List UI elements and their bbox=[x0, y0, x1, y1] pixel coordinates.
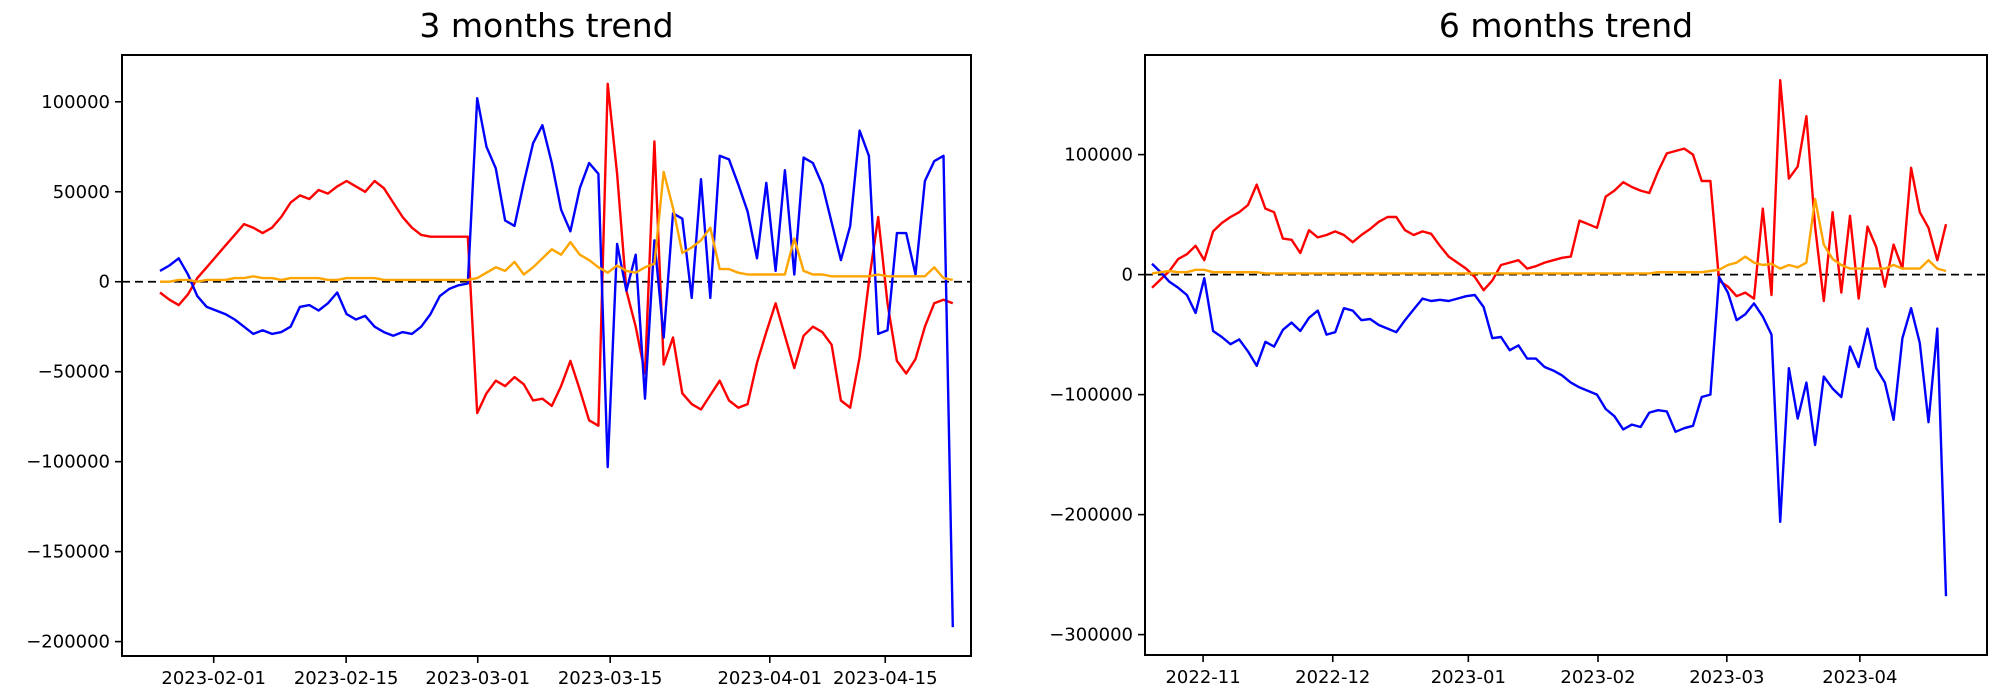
x-tick-label: 2023-03-15 bbox=[558, 668, 663, 689]
y-tick-label: −300000 bbox=[1049, 625, 1133, 646]
y-tick-label: −200000 bbox=[26, 632, 110, 653]
series-blue-line bbox=[159, 96, 954, 628]
chart-title-3-months: 3 months trend bbox=[419, 6, 674, 45]
y-tick-label: −150000 bbox=[26, 542, 110, 563]
x-tick-label: 2023-02 bbox=[1560, 667, 1635, 688]
x-tick-label: 2022-11 bbox=[1165, 667, 1240, 688]
x-tick-label: 2022-12 bbox=[1295, 667, 1370, 688]
y-tick-label: −50000 bbox=[38, 362, 110, 383]
series-orange-line bbox=[160, 170, 954, 283]
series-blue-line bbox=[1151, 262, 1948, 597]
y-tick-label: −100000 bbox=[26, 452, 110, 473]
series-orange-line bbox=[1151, 197, 1947, 275]
x-tick-label: 2023-02-15 bbox=[294, 668, 399, 689]
x-tick-label: 2023-03 bbox=[1689, 667, 1764, 688]
y-tick-label: −100000 bbox=[1049, 385, 1133, 406]
series-red-line bbox=[1151, 78, 1948, 303]
y-tick-label: 100000 bbox=[41, 92, 110, 113]
x-tick-label: 2023-01 bbox=[1431, 667, 1506, 688]
y-tick-label: 0 bbox=[99, 272, 110, 293]
y-tick-label: 100000 bbox=[1064, 145, 1133, 166]
x-tick-label: 2023-03-01 bbox=[425, 668, 530, 689]
x-tick-label: 2023-02-01 bbox=[161, 668, 266, 689]
y-tick-label: 0 bbox=[1122, 265, 1133, 286]
series-red-line bbox=[159, 82, 954, 427]
plot-border bbox=[1144, 54, 1988, 656]
y-tick-label: −200000 bbox=[1049, 505, 1133, 526]
plot-border bbox=[121, 54, 972, 657]
chart-title-6-months: 6 months trend bbox=[1438, 6, 1694, 45]
y-tick-label: 50000 bbox=[53, 182, 110, 203]
x-tick-label: 2023-04-01 bbox=[717, 668, 822, 689]
x-tick-label: 2023-04 bbox=[1822, 667, 1897, 688]
x-tick-label: 2023-04-15 bbox=[833, 668, 938, 689]
